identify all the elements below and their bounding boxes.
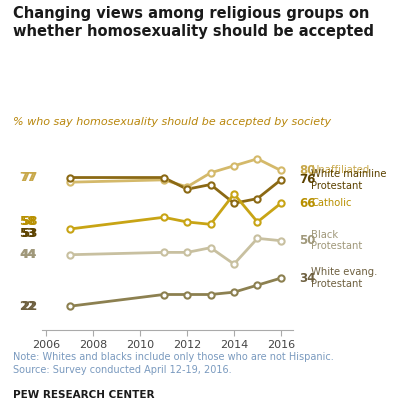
Text: 76: 76 [299, 173, 315, 186]
Text: 77: 77 [19, 171, 36, 184]
Text: 80: 80 [299, 164, 315, 177]
Text: 77: 77 [21, 171, 37, 184]
Text: White mainline
Protestant: White mainline Protestant [311, 169, 387, 191]
Text: 58: 58 [20, 215, 37, 229]
Text: 22: 22 [21, 300, 37, 313]
Text: Note: Whites and blacks include only those who are not Hispanic.
Source: Survey : Note: Whites and blacks include only tho… [13, 352, 333, 375]
Text: 44: 44 [19, 248, 36, 261]
Text: Black
Protestant: Black Protestant [311, 230, 363, 251]
Text: Unaffiliated: Unaffiliated [311, 166, 370, 176]
Text: 44: 44 [20, 248, 37, 261]
Text: 53: 53 [21, 227, 37, 240]
Text: White evang.
Protestant: White evang. Protestant [311, 267, 378, 289]
Text: 22: 22 [19, 300, 36, 313]
Text: PEW RESEARCH CENTER: PEW RESEARCH CENTER [13, 390, 154, 400]
Text: 50: 50 [299, 234, 315, 247]
Text: Catholic: Catholic [311, 198, 352, 208]
Text: 58: 58 [19, 215, 36, 229]
Text: % who say homosexuality should be accepted by society: % who say homosexuality should be accept… [13, 117, 331, 127]
Text: 53: 53 [19, 227, 36, 240]
Text: Changing views among religious groups on
whether homosexuality should be accepte: Changing views among religious groups on… [13, 6, 374, 39]
Text: 66: 66 [299, 197, 315, 210]
Text: 34: 34 [299, 272, 315, 285]
